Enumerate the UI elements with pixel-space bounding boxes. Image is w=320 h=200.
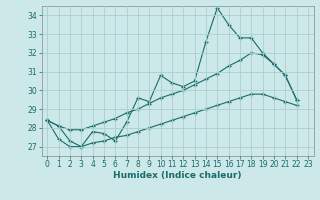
X-axis label: Humidex (Indice chaleur): Humidex (Indice chaleur) — [113, 171, 242, 180]
